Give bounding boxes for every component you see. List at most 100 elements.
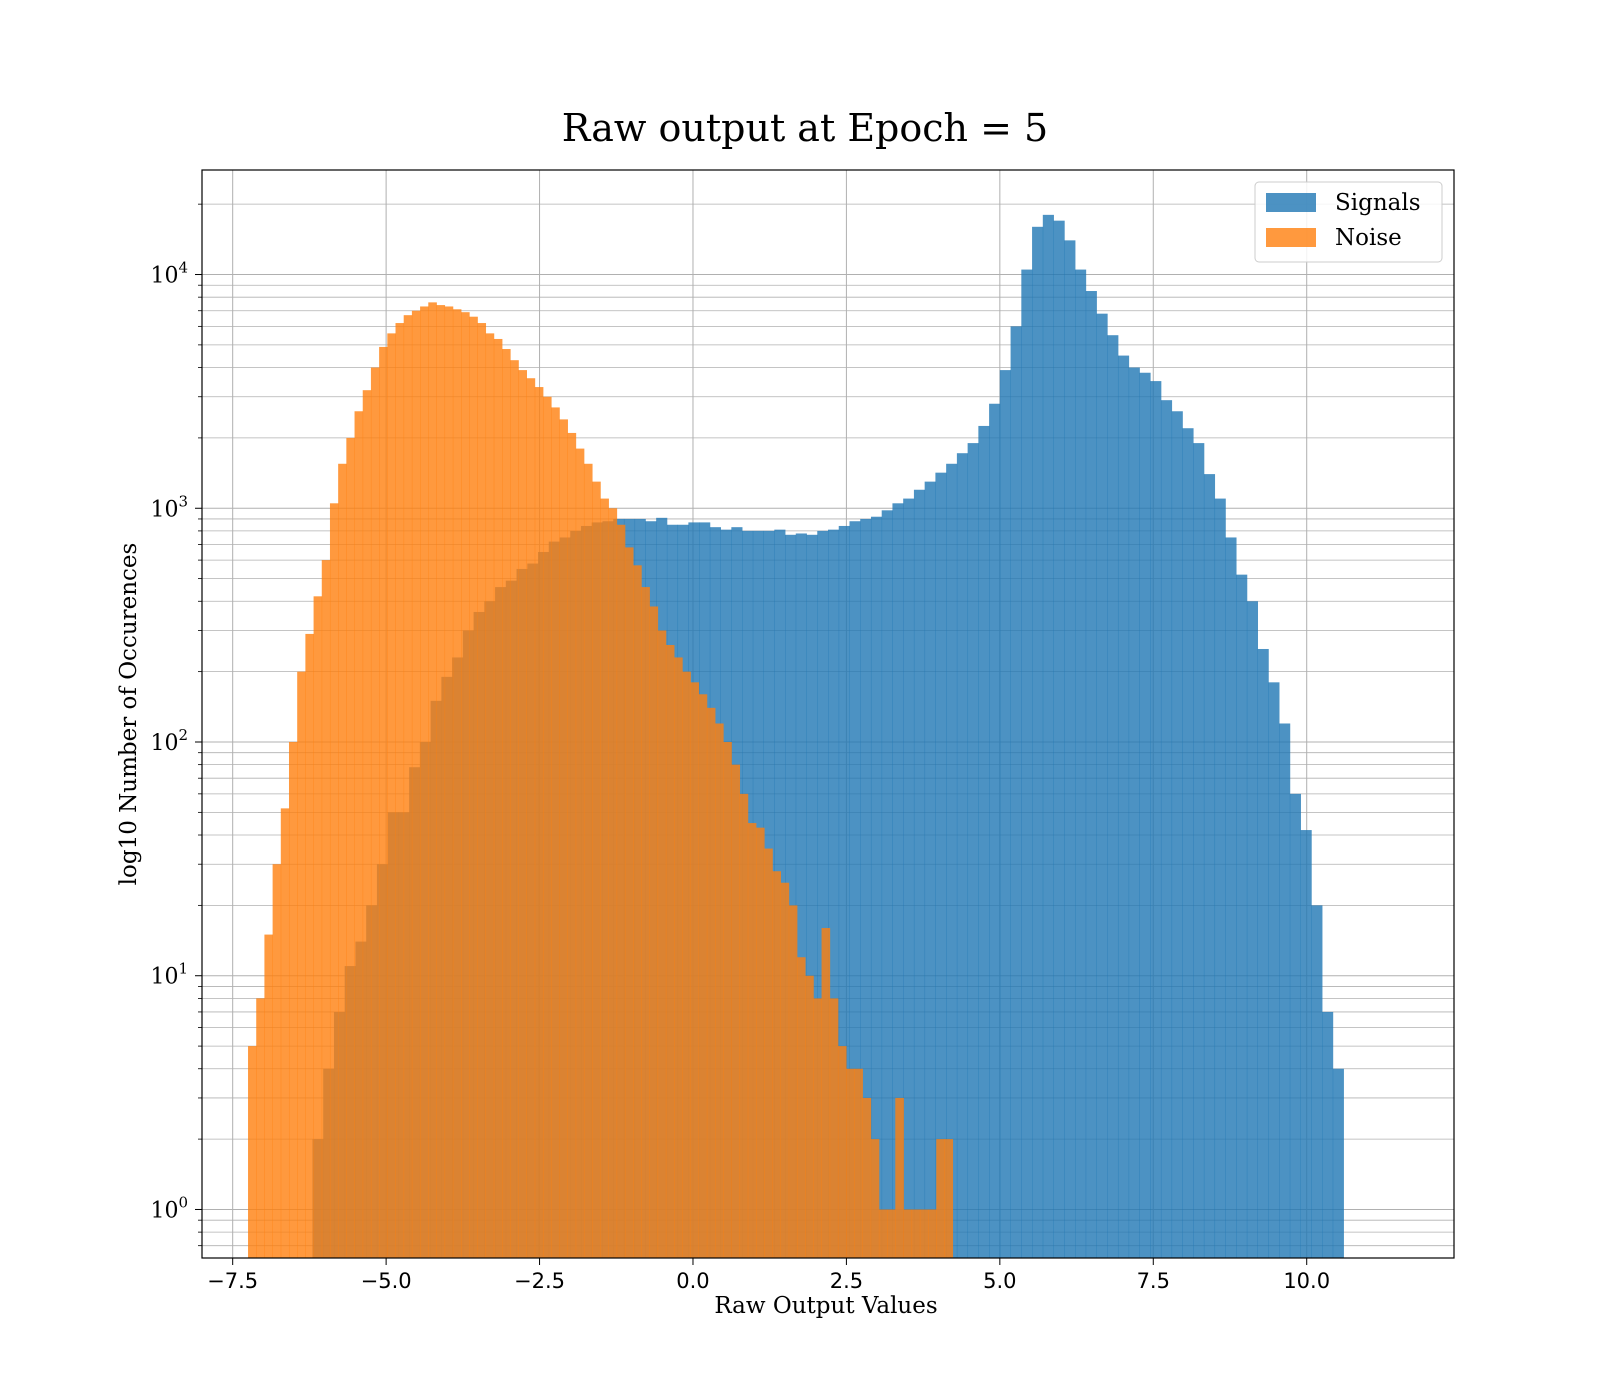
noise-bar	[338, 463, 347, 1258]
noise-bar	[739, 793, 749, 1258]
noise-bar	[805, 975, 814, 1258]
signals-bar	[1311, 905, 1323, 1258]
noise-bar	[887, 1209, 896, 1258]
signals-bar	[1300, 830, 1312, 1258]
x-axis: −7.5 −5.0 −2.5 0.0 2.5 5.0 7.5 10.0	[207, 1258, 1330, 1293]
x-tick-label: −2.5	[514, 1269, 565, 1293]
signals-bar	[1257, 648, 1269, 1258]
signals-bar	[1203, 474, 1216, 1258]
noise-bar	[370, 367, 380, 1258]
noise-bar	[248, 1046, 257, 1258]
y-tick-label: 101	[150, 960, 188, 990]
y-tick-label: 104	[150, 259, 188, 289]
x-axis-label: Raw Output Values	[714, 1293, 937, 1319]
noise-bar	[665, 645, 675, 1258]
signals-bar	[999, 370, 1011, 1258]
noise-bar	[272, 864, 282, 1258]
noise-bar	[796, 957, 806, 1258]
noise-bar	[592, 481, 601, 1258]
noise-bar	[485, 333, 495, 1259]
noise-bar	[313, 596, 323, 1258]
noise-bar	[862, 1097, 872, 1258]
x-tick-label: −7.5	[207, 1269, 258, 1293]
noise-bar	[297, 671, 306, 1258]
noise-bar	[616, 524, 626, 1258]
noise-bar	[936, 1139, 945, 1258]
signals-bar	[1053, 220, 1065, 1259]
noise-bar	[698, 694, 708, 1258]
noise-bar	[633, 565, 642, 1258]
signals-bar	[946, 463, 958, 1258]
noise-bar	[346, 437, 355, 1258]
signals-bar	[860, 518, 872, 1258]
signals-bar	[1032, 226, 1044, 1258]
noise-bar	[878, 1209, 888, 1258]
noise-bar	[583, 463, 593, 1258]
signals-bar	[1096, 313, 1108, 1258]
noise-bar	[256, 998, 265, 1258]
noise-series	[248, 302, 954, 1259]
noise-bar	[510, 360, 519, 1258]
noise-bar	[575, 448, 585, 1258]
noise-bar	[387, 333, 396, 1259]
noise-bar	[502, 349, 511, 1259]
noise-bar	[846, 1068, 855, 1258]
noise-bar	[264, 934, 274, 1258]
noise-bar	[600, 498, 609, 1259]
signals-bar	[1021, 269, 1033, 1259]
signals-bar	[903, 498, 915, 1259]
x-tick-label: 10.0	[1283, 1269, 1330, 1293]
x-tick-label: 5.0	[983, 1269, 1016, 1293]
noise-bar	[452, 309, 462, 1259]
noise-bar	[518, 370, 527, 1258]
noise-bar	[608, 508, 618, 1258]
noise-bar	[379, 346, 388, 1258]
legend-label-signals: Signals	[1335, 190, 1421, 216]
signals-bar	[935, 472, 947, 1258]
noise-bar	[436, 305, 446, 1258]
signals-bar	[1246, 601, 1259, 1258]
noise-bar	[362, 390, 372, 1258]
legend-swatch-noise	[1266, 228, 1316, 247]
signals-bar	[924, 481, 936, 1258]
noise-bar	[477, 323, 487, 1258]
signals-bar	[1225, 537, 1237, 1258]
noise-bar	[919, 1209, 929, 1258]
signals-bar	[1064, 240, 1076, 1258]
legend-swatch-signals	[1266, 193, 1316, 212]
noise-bar	[534, 387, 544, 1258]
signals-bar	[1236, 574, 1248, 1258]
x-tick-label: 7.5	[1137, 1269, 1170, 1293]
noise-bar	[829, 998, 839, 1258]
noise-bar	[305, 633, 314, 1258]
noise-bar	[493, 338, 503, 1258]
signals-bar	[989, 403, 1001, 1259]
signals-bar	[1214, 498, 1226, 1259]
signals-bar	[881, 510, 893, 1258]
noise-bar	[788, 905, 798, 1258]
noise-bar	[526, 378, 536, 1258]
noise-bar	[764, 848, 773, 1258]
signals-bar	[913, 489, 926, 1258]
x-tick-label: 2.5	[830, 1269, 863, 1293]
noise-bar	[928, 1209, 937, 1258]
signals-bar	[1128, 367, 1140, 1258]
noise-bar	[674, 657, 683, 1258]
signals-bar	[785, 534, 797, 1258]
legend-label-noise: Noise	[1335, 225, 1402, 251]
noise-bar	[854, 1068, 863, 1258]
noise-bar	[715, 723, 724, 1258]
noise-bar	[657, 630, 667, 1258]
signals-bar	[1160, 400, 1173, 1258]
noise-bar	[731, 764, 741, 1258]
signals-bar	[967, 443, 979, 1258]
signals-bar	[978, 425, 990, 1259]
noise-bar	[756, 827, 765, 1258]
noise-bar	[944, 1139, 954, 1258]
signals-bar	[1010, 326, 1022, 1258]
noise-bar	[542, 396, 552, 1258]
noise-bar	[420, 306, 429, 1259]
noise-bar	[772, 871, 781, 1258]
noise-bar	[911, 1209, 921, 1258]
